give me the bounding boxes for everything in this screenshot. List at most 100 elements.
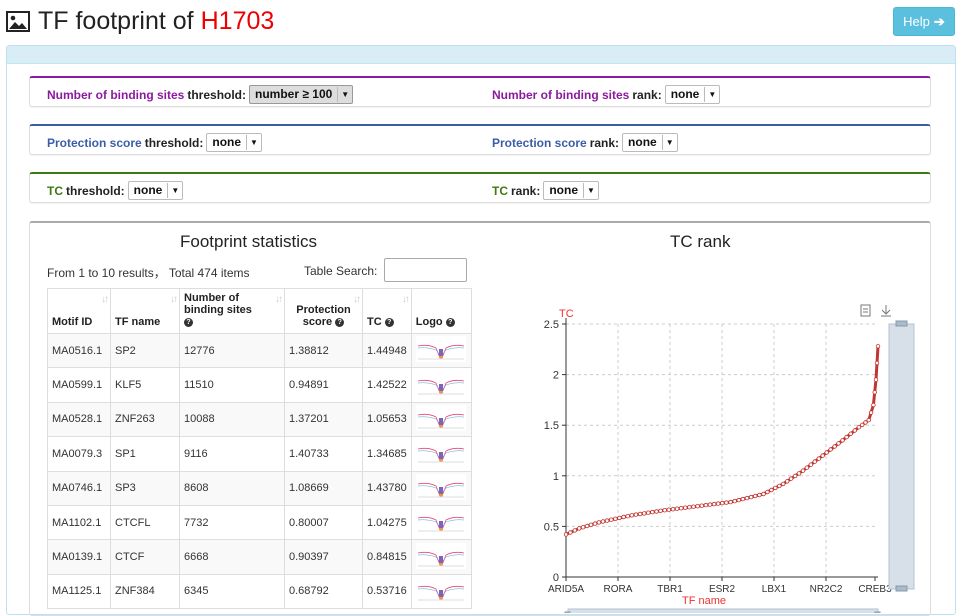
tc-point [752,493,758,499]
motif-id-cell: MA1125.1 [47,573,111,610]
tf-name-cell: SP3 [110,470,180,506]
image-icon [6,11,30,32]
filter-key: TC [47,183,63,198]
tc-point [662,508,667,513]
zoom-handle-bottom[interactable] [895,585,908,592]
filter-label: threshold: [66,183,125,198]
footprint-logo-image[interactable] [415,439,466,466]
footprint-logo-image[interactable] [415,508,466,535]
x-tick-label: LBX1 [762,584,787,595]
filter-key: TC [492,183,508,198]
tc-point [796,471,802,476]
caret-down-icon: ▼ [246,135,258,151]
sort-icon[interactable]: ↓↑ [101,294,109,305]
tf-name-cell: SP1 [110,436,180,472]
footprint-logo-image[interactable] [415,370,466,397]
column-label: Motif ID [52,316,93,328]
tc-rank-select[interactable]: none ▼ [543,181,599,200]
col-protection-score[interactable]: ↓↑ Protection score ? [284,288,363,334]
document-icon[interactable] [860,304,871,317]
sort-icon[interactable]: ↓↑ [353,294,361,305]
download-icon[interactable] [881,305,891,317]
motif-id-cell: MA0528.1 [47,401,111,438]
tc-point [654,509,659,514]
binding-sites-cell: 6345 [179,573,285,610]
tc-point [674,506,680,511]
tc-point [744,495,750,501]
sort-icon[interactable]: ↓↑ [401,294,410,305]
tc-point [873,377,879,382]
tc-point [804,465,810,470]
tc-point [856,424,862,430]
x-axis-label: TF name [682,595,726,607]
tc-point [863,420,868,425]
table-row: MA1125.1 ZNF384 6345 0.68792 0.53716 [47,573,472,610]
footprint-logo-image[interactable] [415,473,466,500]
motif-id-cell: MA0139.1 [47,539,111,575]
logo-cell [410,470,472,506]
tc-point [604,518,610,523]
tc-point [769,487,774,493]
column-label: Number of binding sites [184,292,252,316]
col-binding-sites[interactable]: ↓↑ Number of binding sites ? [179,288,285,334]
binding-sites-cell: 8608 [179,470,285,506]
binding-rank-select[interactable]: none ▼ [664,85,721,104]
tc-point [633,512,639,517]
motif-id-cell: MA1102.1 [47,504,111,541]
table-row: MA0746.1 SP3 8608 1.08669 1.43780 [47,470,472,506]
binding-threshold-select[interactable]: number ≥ 100 ▼ [249,85,354,104]
tc-threshold-select[interactable]: none ▼ [127,181,184,200]
tc-rank-title: TC rank [670,232,731,251]
footprint-logo-image[interactable] [415,576,466,603]
select-value: none [549,183,579,197]
logo-cell [410,436,472,472]
zoom-handle-top[interactable] [895,320,908,327]
tc-point [695,503,700,509]
sort-icon[interactable]: ↓↑ [275,294,283,305]
protection-score-cell: 1.37201 [284,401,363,438]
filter-label: rank: [632,87,662,102]
footprint-logo-image[interactable] [415,404,466,431]
y-tick-label: 0.5 [544,521,559,533]
document-icon-shape [860,304,871,317]
tc-point [600,519,606,524]
protection-score-cell: 0.94891 [284,367,363,403]
tc-point [828,447,833,452]
protection-rank-select[interactable]: none ▼ [622,133,678,152]
main-panel: Number of binding sites threshold: number … [6,45,956,616]
col-tf-name[interactable]: ↓↑ TF name [110,288,180,334]
question-icon[interactable]: ? [184,317,193,327]
question-icon[interactable]: ? [335,317,345,327]
table-row: MA0516.1 SP2 12776 1.38812 1.44948 [47,332,472,369]
vertical-zoom-slider [888,323,915,590]
tc-point [788,476,794,481]
arrow-right-icon: ➔ [933,13,945,29]
tc-point [872,390,877,395]
help-button[interactable]: Help ➔ [893,7,955,36]
y-axis-label: TC [559,308,574,320]
table-search-input[interactable] [384,258,467,282]
col-tc[interactable]: ↓↑ TC ? [362,288,412,334]
tc-point [666,507,671,512]
tc-point [715,501,721,506]
y-tick-label: 1 [553,471,559,483]
footprint-logo-image[interactable] [415,542,466,569]
tc-point [580,525,586,530]
col-motif-id[interactable]: ↓↑ Motif ID [47,288,111,334]
footprint-logo-image[interactable] [415,336,466,363]
zoom-handle-left[interactable] [564,611,571,613]
question-icon[interactable]: ? [384,317,394,327]
zoom-handle-right[interactable] [874,611,881,613]
x-tick-label: ARID5A [548,584,584,595]
tc-point [691,504,696,509]
tc-point [621,514,626,520]
logo-cell [410,504,472,541]
motif-id-cell: MA0599.1 [47,367,111,403]
question-icon[interactable]: ? [445,317,455,327]
tc-point [728,499,733,505]
protection-threshold-select[interactable]: none ▼ [206,133,262,152]
sort-icon[interactable]: ↓↑ [170,294,178,305]
tc-cell: 1.34685 [362,436,412,472]
column-label: TF name [115,316,161,328]
tf-name-cell: ZNF263 [110,401,180,438]
